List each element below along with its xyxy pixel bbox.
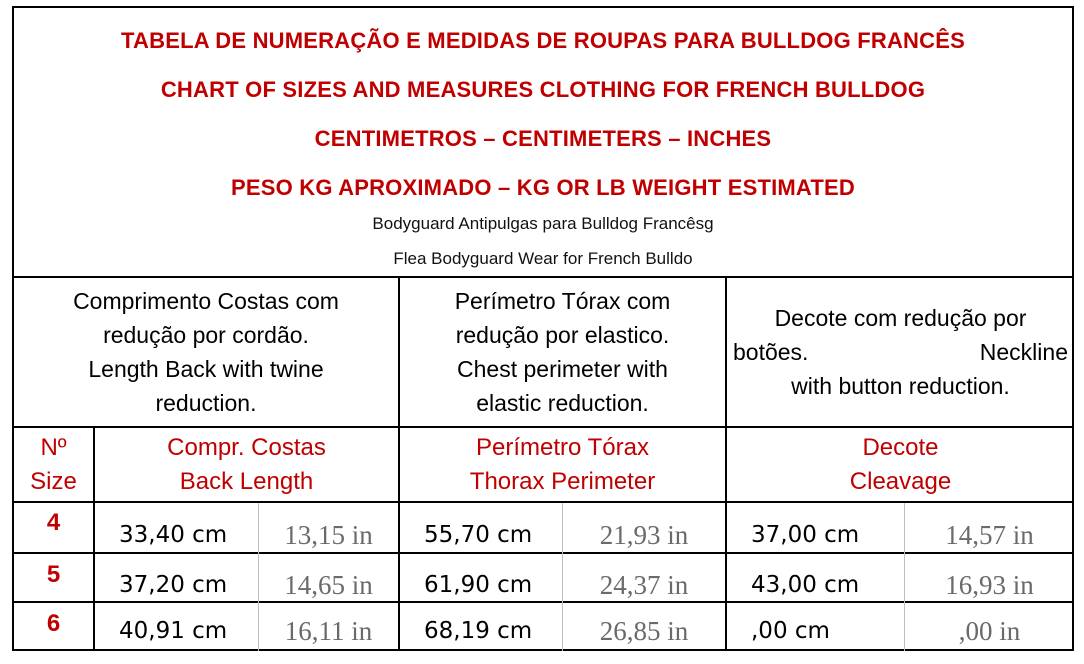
back-length-in: 14,65 in bbox=[284, 569, 373, 600]
subtitle-portuguese: Bodyguard Antipulgas para Bulldog Francê… bbox=[372, 214, 714, 233]
chest-cm: 68,19 cm bbox=[424, 618, 533, 644]
header-thorax-perimeter: Perímetro Tórax Thorax Perimeter bbox=[400, 428, 725, 501]
header-line: Thorax Perimeter bbox=[469, 467, 656, 495]
header-line: Perímetro Tórax bbox=[476, 433, 649, 461]
description-line: Decote com redução por bbox=[774, 305, 1027, 331]
size-chart-table: TABELA DE NUMERAÇÃO E MEDIDAS DE ROUPAS … bbox=[12, 6, 1074, 651]
header-back-length: Compr. Costas Back Length bbox=[95, 428, 398, 501]
divider bbox=[904, 503, 905, 651]
description-line: botões. bbox=[733, 339, 809, 365]
header-line: Cleavage bbox=[849, 467, 952, 495]
back-length-cm: 37,20 cm bbox=[119, 572, 228, 598]
divider bbox=[562, 503, 563, 651]
size-value: 4 bbox=[46, 509, 61, 536]
header-line: Compr. Costas bbox=[167, 433, 326, 461]
header-line: Nº bbox=[40, 433, 67, 461]
chest-cm: 55,70 cm bbox=[424, 522, 533, 548]
neck-in: 16,93 in bbox=[945, 569, 1034, 600]
size-value: 6 bbox=[46, 610, 61, 637]
title-weight: PESO KG APROXIMADO – KG OR LB WEIGHT EST… bbox=[230, 175, 855, 200]
description-line: Neckline bbox=[979, 339, 1068, 365]
description-line: elastic reduction. bbox=[476, 390, 649, 416]
subtitle-english: Flea Bodyguard Wear for French Bulldo bbox=[393, 249, 693, 268]
chest-in: 21,93 in bbox=[599, 519, 689, 550]
description-chest-perimeter: Perímetro Tórax com redução por elastico… bbox=[400, 278, 725, 426]
title-units: CENTIMETROS – CENTIMETERS – INCHES bbox=[314, 126, 772, 151]
description-line: Comprimento Costas com bbox=[73, 288, 339, 314]
description-line: Length Back with twine bbox=[88, 356, 324, 382]
description-line: with button reduction. bbox=[791, 373, 1010, 399]
neck-in: ,00 in bbox=[958, 615, 1021, 646]
back-length-cm: 33,40 cm bbox=[119, 522, 228, 548]
header-line: Decote bbox=[862, 433, 939, 461]
header-size: Nº Size bbox=[14, 428, 93, 501]
back-length-cm: 40,91 cm bbox=[119, 618, 228, 644]
chest-in: 26,85 in bbox=[599, 615, 689, 646]
size-value: 5 bbox=[46, 561, 61, 588]
divider bbox=[14, 552, 1072, 554]
divider bbox=[398, 276, 400, 651]
neck-in: 14,57 in bbox=[945, 519, 1034, 550]
divider bbox=[14, 276, 1072, 278]
divider bbox=[93, 426, 95, 651]
divider bbox=[14, 601, 1072, 603]
divider bbox=[14, 426, 1072, 428]
chest-cm: 61,90 cm bbox=[424, 572, 533, 598]
description-line: Chest perimeter with bbox=[457, 356, 668, 382]
description-back-length: Comprimento Costas com redução por cordã… bbox=[14, 278, 398, 426]
divider bbox=[725, 276, 727, 651]
description-neckline: Decote com redução por botões. Neckline w… bbox=[727, 278, 1074, 426]
neck-cm: 37,00 cm bbox=[751, 522, 860, 548]
back-length-in: 13,15 in bbox=[284, 519, 373, 550]
header-line: Size bbox=[30, 467, 77, 495]
back-length-in: 16,11 in bbox=[284, 615, 373, 646]
header-line: Back Length bbox=[179, 467, 314, 495]
description-line: redução por elastico. bbox=[455, 322, 670, 348]
divider bbox=[258, 503, 259, 651]
title-english: CHART OF SIZES AND MEASURES CLOTHING FOR… bbox=[160, 77, 926, 102]
header-cleavage: Decote Cleavage bbox=[727, 428, 1074, 501]
description-line: Perímetro Tórax com bbox=[454, 288, 671, 314]
chest-in: 24,37 in bbox=[599, 569, 689, 600]
neck-cm: ,00 cm bbox=[751, 618, 830, 644]
description-line: reduction. bbox=[155, 390, 257, 416]
neck-cm: 43,00 cm bbox=[751, 572, 860, 598]
description-line: redução por cordão. bbox=[103, 322, 309, 348]
divider bbox=[14, 501, 1072, 503]
title-portuguese: TABELA DE NUMERAÇÃO E MEDIDAS DE ROUPAS … bbox=[121, 28, 965, 53]
